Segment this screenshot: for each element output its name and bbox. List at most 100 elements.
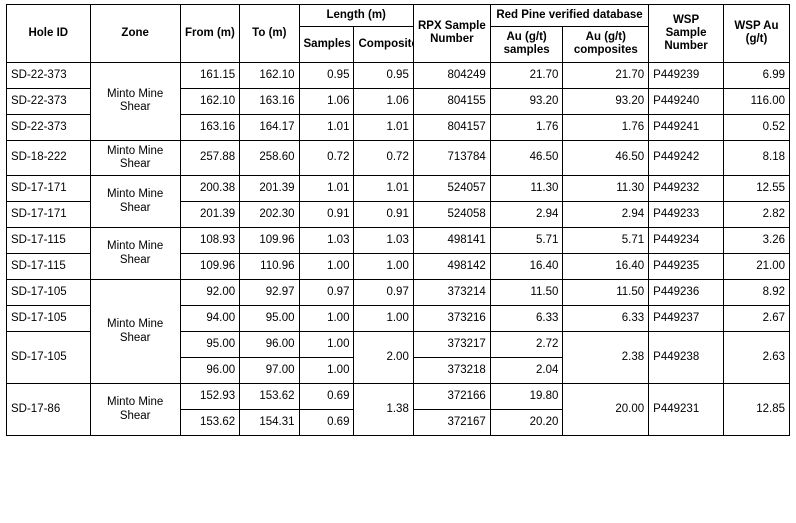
cell-auc: 46.50	[563, 140, 649, 175]
cell-samp: 0.97	[299, 280, 354, 306]
cell-rpx: 804157	[413, 114, 490, 140]
cell-samp: 1.03	[299, 228, 354, 254]
cell-comp: 1.00	[354, 306, 413, 332]
cell-aus: 20.20	[490, 410, 563, 436]
table-row: SD-17-171 Minto Mine Shear 200.38 201.39…	[7, 176, 790, 202]
col-to: To (m)	[240, 5, 299, 63]
cell-from: 94.00	[180, 306, 239, 332]
cell-rpx: 372166	[413, 384, 490, 410]
cell-samp: 1.00	[299, 332, 354, 358]
cell-wspau: 12.85	[723, 384, 789, 436]
col-zone: Zone	[90, 5, 180, 63]
cell-rpx: 524057	[413, 176, 490, 202]
cell-from: 96.00	[180, 358, 239, 384]
cell-comp: 1.00	[354, 254, 413, 280]
cell-to: 153.62	[240, 384, 299, 410]
cell-samp: 0.91	[299, 202, 354, 228]
cell-wspau: 2.67	[723, 306, 789, 332]
cell-zone: Minto Mine Shear	[90, 384, 180, 436]
cell-samp: 0.72	[299, 140, 354, 175]
cell-rpx: 804249	[413, 62, 490, 88]
cell-wspau: 6.99	[723, 62, 789, 88]
cell-rpx: 373218	[413, 358, 490, 384]
table-row: SD-18-222 Minto Mine Shear 257.88 258.60…	[7, 140, 790, 175]
cell-from: 152.93	[180, 384, 239, 410]
cell-zone: Minto Mine Shear	[90, 176, 180, 228]
cell-wspn: P449240	[649, 88, 724, 114]
cell-wspau: 116.00	[723, 88, 789, 114]
col-composites: Composites	[354, 27, 413, 62]
cell-auc: 16.40	[563, 254, 649, 280]
cell-auc: 6.33	[563, 306, 649, 332]
col-samples: Samples	[299, 27, 354, 62]
cell-wspn: P449239	[649, 62, 724, 88]
cell-rpx: 373214	[413, 280, 490, 306]
cell-wspn: P449242	[649, 140, 724, 175]
cell-wspn: P449241	[649, 114, 724, 140]
cell-auc: 2.94	[563, 202, 649, 228]
cell-comp: 1.06	[354, 88, 413, 114]
cell-auc: 5.71	[563, 228, 649, 254]
table-row: SD-17-105 Minto Mine Shear 92.00 92.97 0…	[7, 280, 790, 306]
cell-from: 108.93	[180, 228, 239, 254]
cell-rpx: 498142	[413, 254, 490, 280]
cell-to: 109.96	[240, 228, 299, 254]
cell-from: 163.16	[180, 114, 239, 140]
cell-wspau: 2.82	[723, 202, 789, 228]
cell-aus: 2.04	[490, 358, 563, 384]
cell-aus: 5.71	[490, 228, 563, 254]
cell-comp: 1.01	[354, 176, 413, 202]
col-au-samples: Au (g/t) samples	[490, 27, 563, 62]
cell-samp: 0.69	[299, 410, 354, 436]
cell-aus: 21.70	[490, 62, 563, 88]
cell-wspn: P449232	[649, 176, 724, 202]
cell-auc: 1.76	[563, 114, 649, 140]
cell-to: 163.16	[240, 88, 299, 114]
cell-to: 154.31	[240, 410, 299, 436]
cell-auc: 20.00	[563, 384, 649, 436]
cell-aus: 1.76	[490, 114, 563, 140]
cell-comp: 0.95	[354, 62, 413, 88]
cell-wspau: 21.00	[723, 254, 789, 280]
cell-auc: 11.30	[563, 176, 649, 202]
cell-aus: 6.33	[490, 306, 563, 332]
cell-hole: SD-18-222	[7, 140, 91, 175]
cell-rpx: 498141	[413, 228, 490, 254]
cell-hole: SD-17-115	[7, 228, 91, 254]
cell-zone: Minto Mine Shear	[90, 140, 180, 175]
cell-hole: SD-17-105	[7, 280, 91, 306]
cell-wspn: P449238	[649, 332, 724, 384]
col-length: Length (m)	[299, 5, 413, 27]
cell-aus: 46.50	[490, 140, 563, 175]
cell-from: 257.88	[180, 140, 239, 175]
cell-hole: SD-17-105	[7, 332, 91, 384]
col-rpdb: Red Pine verified database	[490, 5, 648, 27]
cell-wspn: P449237	[649, 306, 724, 332]
cell-comp: 1.01	[354, 114, 413, 140]
cell-comp: 1.03	[354, 228, 413, 254]
col-wsp-sample: WSP Sample Number	[649, 5, 724, 63]
cell-from: 201.39	[180, 202, 239, 228]
cell-wspn: P449231	[649, 384, 724, 436]
cell-comp: 1.38	[354, 384, 413, 436]
cell-wspn: P449235	[649, 254, 724, 280]
table-row: SD-17-86 Minto Mine Shear 152.93 153.62 …	[7, 384, 790, 410]
cell-zone: Minto Mine Shear	[90, 280, 180, 384]
cell-aus: 11.50	[490, 280, 563, 306]
cell-from: 161.15	[180, 62, 239, 88]
cell-wspn: P449233	[649, 202, 724, 228]
cell-wspau: 0.52	[723, 114, 789, 140]
cell-to: 92.97	[240, 280, 299, 306]
cell-hole: SD-22-373	[7, 88, 91, 114]
cell-aus: 11.30	[490, 176, 563, 202]
cell-samp: 1.00	[299, 358, 354, 384]
cell-hole: SD-17-171	[7, 202, 91, 228]
cell-samp: 1.01	[299, 176, 354, 202]
cell-to: 95.00	[240, 306, 299, 332]
col-rpx: RPX Sample Number	[413, 5, 490, 63]
cell-samp: 0.69	[299, 384, 354, 410]
cell-to: 164.17	[240, 114, 299, 140]
cell-comp: 0.91	[354, 202, 413, 228]
cell-aus: 2.72	[490, 332, 563, 358]
cell-hole: SD-17-115	[7, 254, 91, 280]
